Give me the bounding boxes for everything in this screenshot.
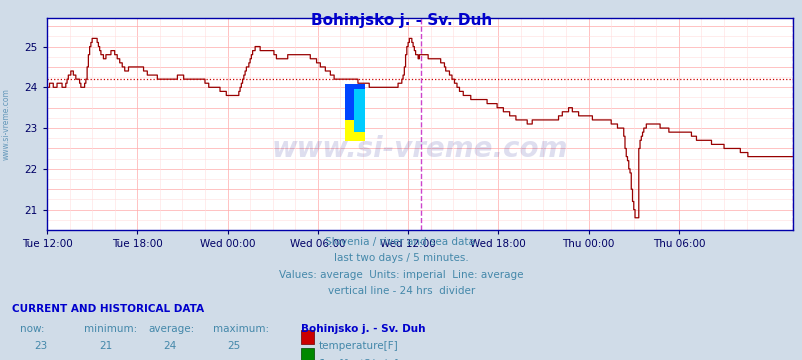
Text: -nan: -nan xyxy=(25,359,48,360)
Text: last two days / 5 minutes.: last two days / 5 minutes. xyxy=(334,253,468,264)
Text: minimum:: minimum: xyxy=(84,324,137,334)
Text: temperature[F]: temperature[F] xyxy=(318,341,398,351)
Text: Slovenia / river and sea data.: Slovenia / river and sea data. xyxy=(325,237,477,247)
Text: 25: 25 xyxy=(227,341,241,351)
Text: now:: now: xyxy=(20,324,45,334)
Text: Bohinjsko j. - Sv. Duh: Bohinjsko j. - Sv. Duh xyxy=(310,13,492,28)
Text: www.si-vreme.com: www.si-vreme.com xyxy=(2,88,11,160)
Text: vertical line - 24 hrs  divider: vertical line - 24 hrs divider xyxy=(327,286,475,296)
Text: CURRENT AND HISTORICAL DATA: CURRENT AND HISTORICAL DATA xyxy=(12,304,204,314)
Text: -nan: -nan xyxy=(153,359,176,360)
Text: www.si-vreme.com: www.si-vreme.com xyxy=(271,135,568,163)
Text: 21: 21 xyxy=(99,341,112,351)
Text: -nan: -nan xyxy=(217,359,241,360)
Text: Bohinjsko j. - Sv. Duh: Bohinjsko j. - Sv. Duh xyxy=(301,324,425,334)
Text: average:: average: xyxy=(148,324,195,334)
Text: 24: 24 xyxy=(163,341,176,351)
Text: maximum:: maximum: xyxy=(213,324,269,334)
Text: -nan: -nan xyxy=(89,359,112,360)
Text: Values: average  Units: imperial  Line: average: Values: average Units: imperial Line: av… xyxy=(279,270,523,280)
Text: 23: 23 xyxy=(34,341,48,351)
Text: flow[foot3/min]: flow[foot3/min] xyxy=(318,359,399,360)
